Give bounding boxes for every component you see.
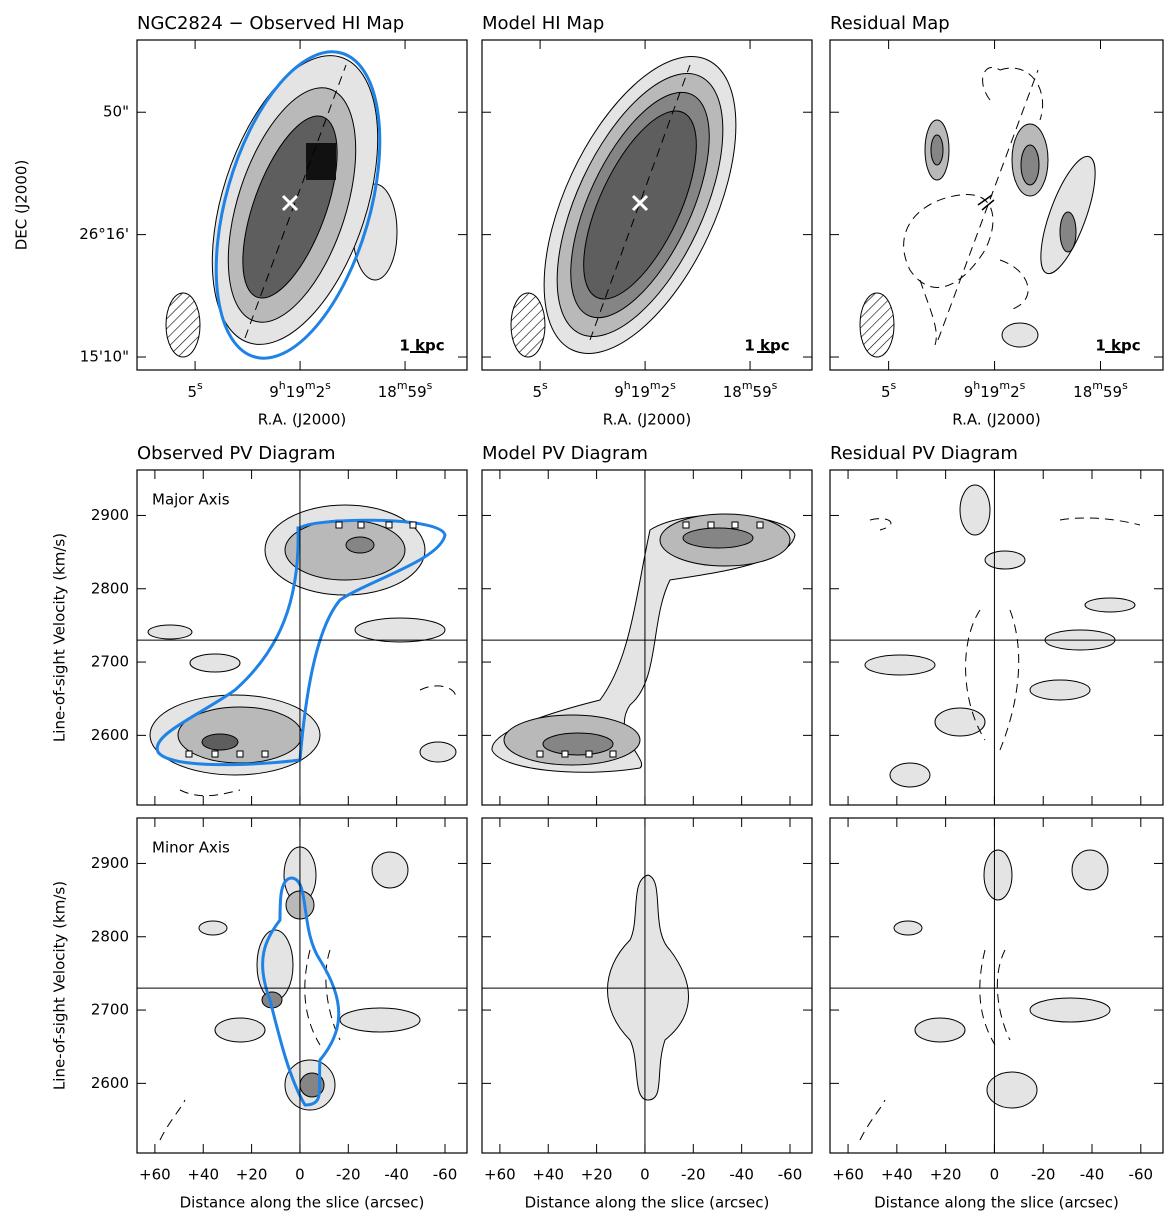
x-tick-label: -40 [729,1166,754,1184]
x-tick-label: 9h19m2s [964,379,1026,401]
x-tick-label: -60 [1129,1166,1154,1184]
contours [148,28,1140,1140]
y-tick-label: 2900 [91,854,129,872]
y-axis-label: Line-of-sight Velocity (km/s) [51,881,69,1090]
x-tick-label: 5s [881,379,897,401]
x-tick-label: 0 [295,1166,305,1184]
x-tick-label: 9h19m2s [614,379,676,401]
x-axis-label: R.A. (J2000) [952,411,1041,429]
x-tick-label: 5s [187,379,203,401]
x-tick-label: 18m59s [723,379,778,401]
y-tick-label: 15'10" [80,348,129,366]
panel-title: NGC2824 − Observed HI Map [137,13,404,34]
x-tick-label: +40 [187,1166,219,1184]
x-tick-label: +40 [881,1166,913,1184]
y-tick-label: 2600 [91,1074,129,1092]
x-tick-label: -20 [1031,1166,1056,1184]
annotation: Minor Axis [152,839,230,857]
x-axis-label: R.A. (J2000) [603,411,692,429]
x-tick-label: -20 [336,1166,361,1184]
y-tick-label: 26°16' [79,225,129,243]
x-tick-label: 0 [640,1166,650,1184]
scale-bar-label: 1 kpc [399,337,444,355]
panel-title: Observed PV Diagram [137,443,336,464]
x-tick-label: +60 [484,1166,516,1184]
x-tick-label: -60 [433,1166,458,1184]
x-tick-label: 5s [532,379,548,401]
x-tick-label: 9h19m2s [269,379,331,401]
x-axis-label: Distance along the slice (arcsec) [180,1194,425,1212]
y-tick-label: 2900 [91,506,129,524]
x-axis-label: Distance along the slice (arcsec) [874,1194,1119,1212]
y-axis-label: DEC (J2000) [13,160,31,251]
annotation: Major Axis [152,491,230,509]
x-tick-label: +60 [832,1166,864,1184]
scale-bar-label: 1 kpc [1095,337,1140,355]
x-axis-label: Distance along the slice (arcsec) [525,1194,770,1212]
x-tick-label: +60 [139,1166,171,1184]
x-tick-label: 0 [990,1166,1000,1184]
x-axis-label: R.A. (J2000) [258,411,347,429]
x-tick-label: 18m59s [378,379,433,401]
x-tick-label: -40 [384,1166,409,1184]
x-tick-label: +20 [581,1166,613,1184]
y-tick-label: 2800 [91,927,129,945]
panel-title: Model HI Map [482,13,604,34]
y-tick-label: 2700 [91,1001,129,1019]
y-tick-label: 2800 [91,579,129,597]
x-tick-label: +40 [532,1166,564,1184]
x-tick-label: -40 [1080,1166,1105,1184]
panel-title: Residual Map [830,13,950,34]
y-tick-label: 2600 [91,726,129,744]
scale-bar-label: 1 kpc [744,337,789,355]
figure: 5s 9h19m2s 18m59s 50" 26°16' 15'10" NGC2824 − … [0,0,1170,1218]
y-axis-label: Line-of-sight Velocity (km/s) [51,533,69,742]
x-tick-label: +20 [236,1166,268,1184]
y-tick-label: 50" [103,103,129,121]
x-tick-label: 18m59s [1073,379,1128,401]
x-tick-label: -20 [681,1166,706,1184]
panel-title: Residual PV Diagram [830,443,1018,464]
panel-title: Model PV Diagram [482,443,648,464]
x-tick-label: -60 [778,1166,803,1184]
y-tick-label: 2700 [91,653,129,671]
x-tick-label: +20 [930,1166,962,1184]
